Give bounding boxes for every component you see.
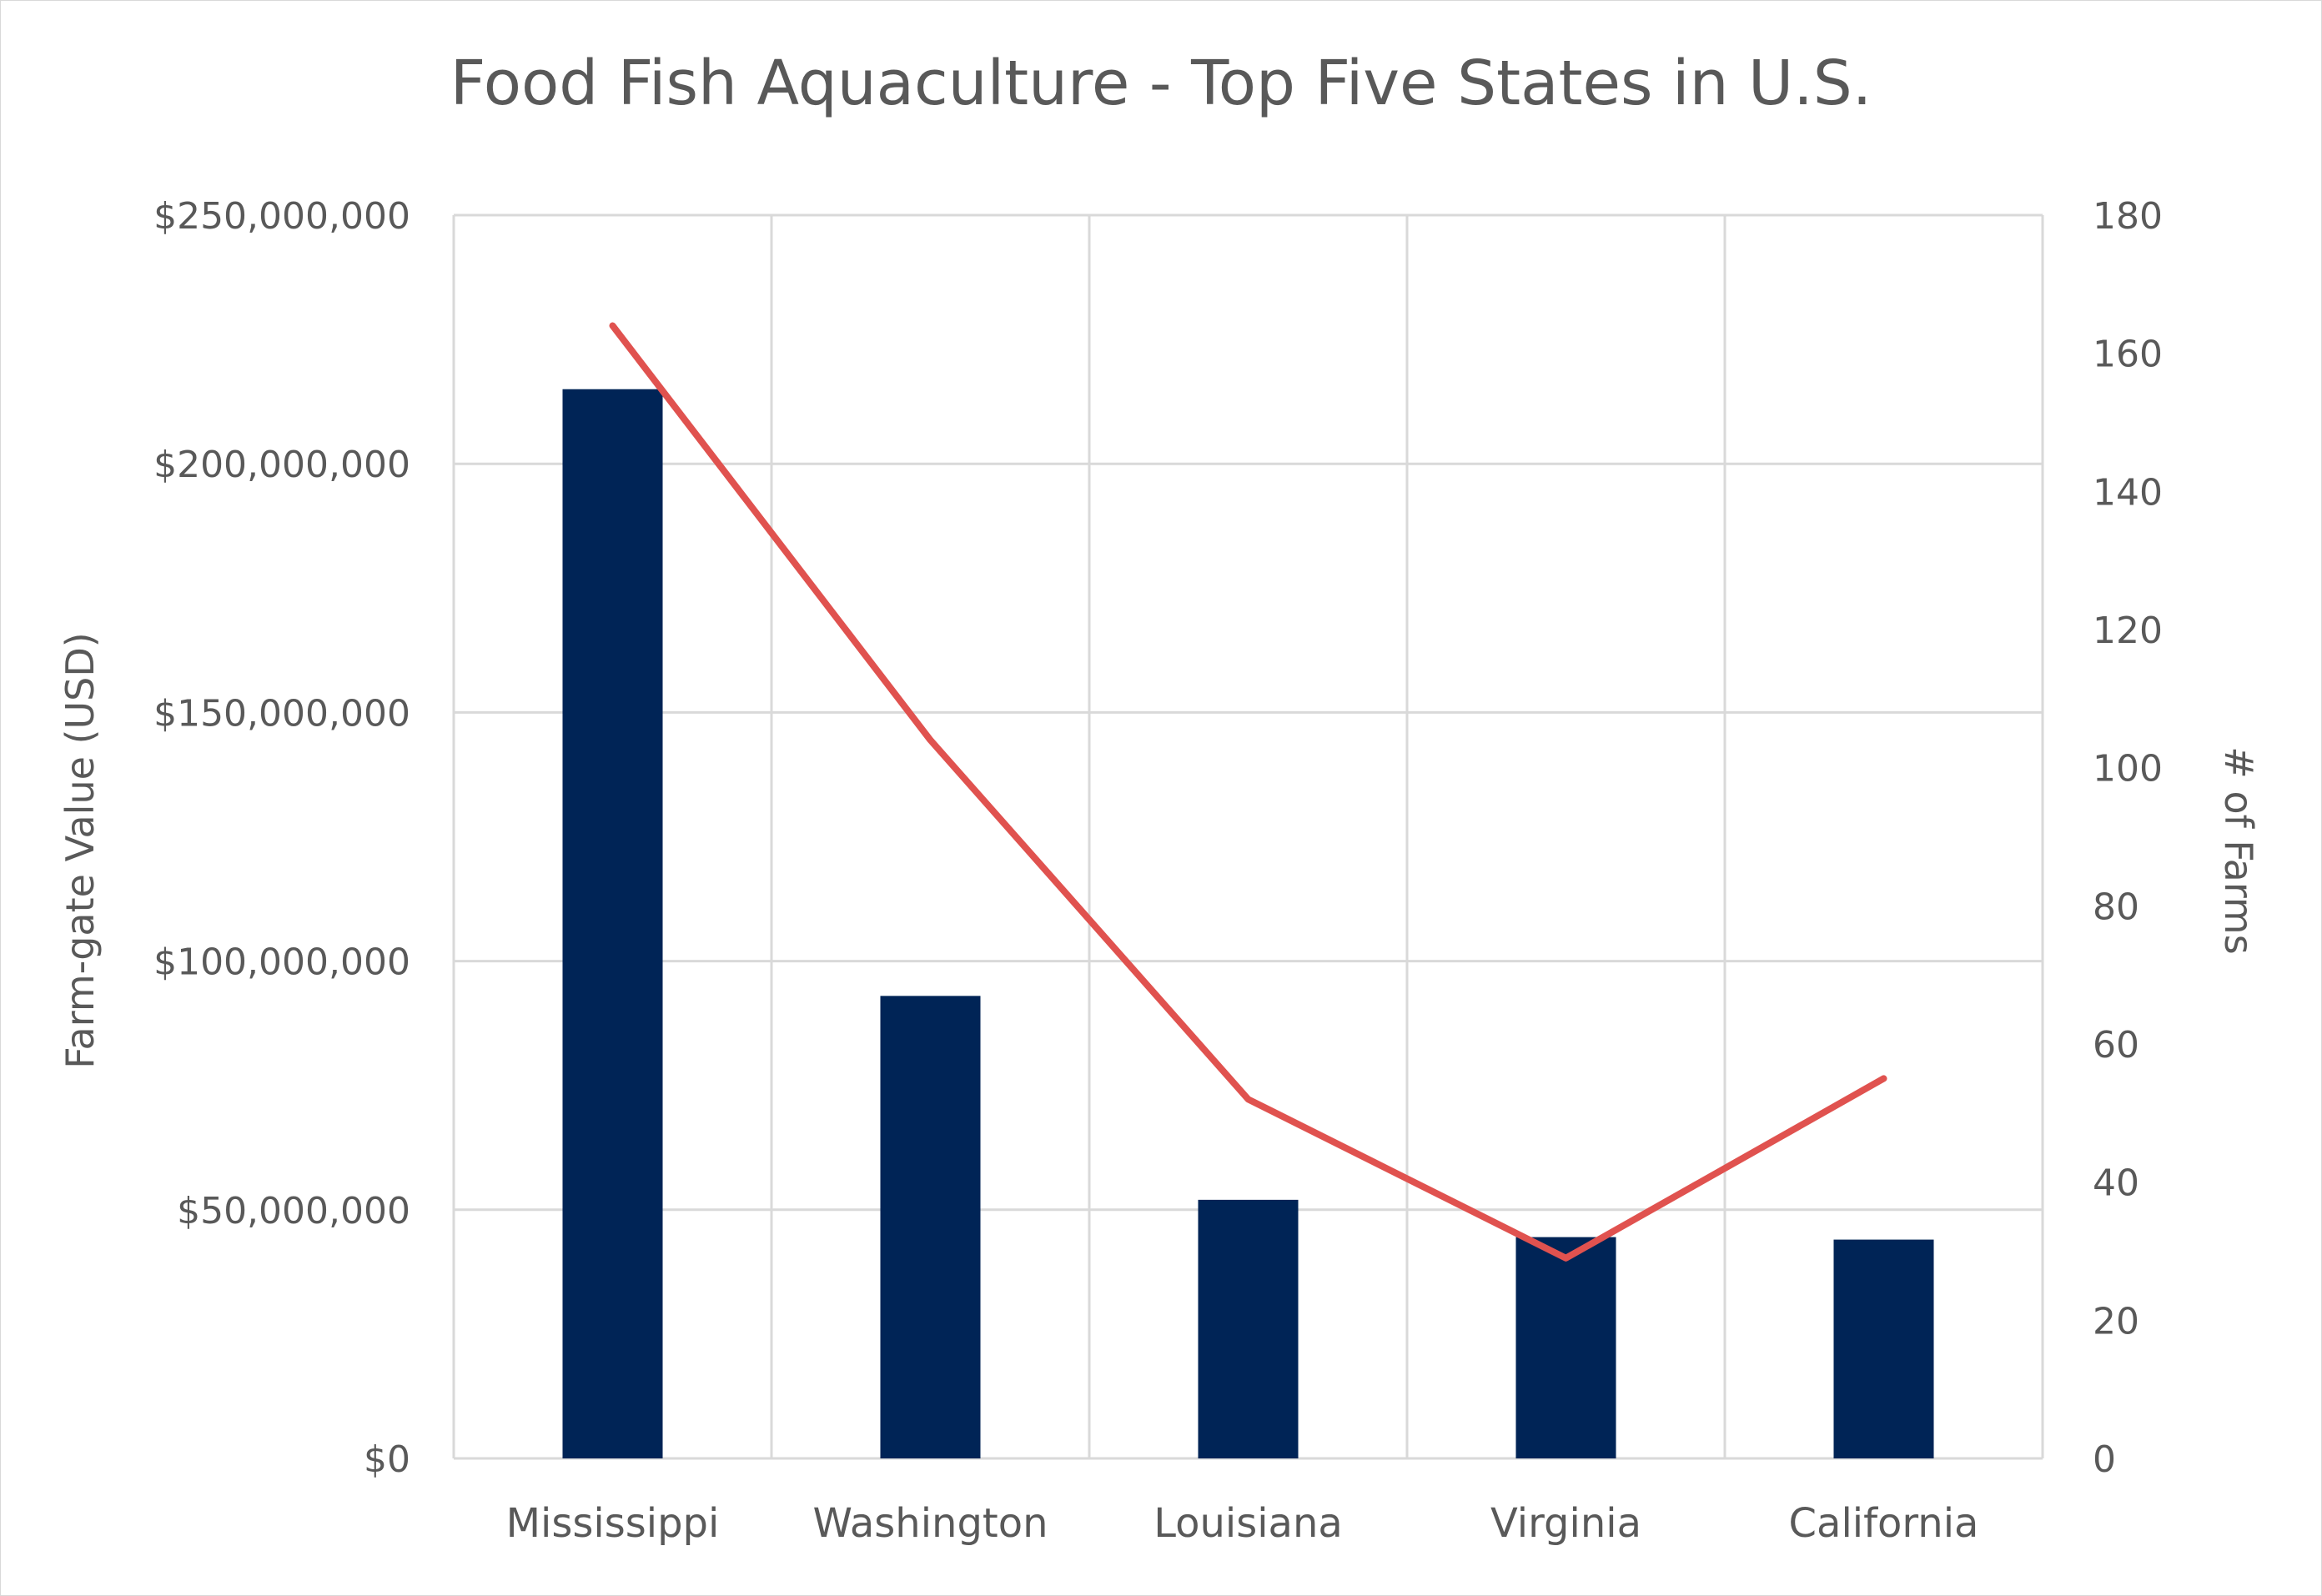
right-tick-label-0: 0 — [2093, 1438, 2116, 1481]
right-tick-label-1: 20 — [2093, 1300, 2139, 1343]
right-axis-title: # of Farms — [2216, 746, 2261, 954]
category-label-mississippi: Mississippi — [506, 1500, 720, 1547]
bar-series — [562, 389, 1934, 1458]
category-label-california: California — [1789, 1500, 1979, 1547]
bar-louisiana — [1198, 1199, 1299, 1458]
category-axis-labels: Mississippi Washington Louisiana Virginia Ca… — [506, 1500, 1979, 1547]
bar-virginia — [1515, 1237, 1616, 1458]
left-tick-label-1: $50,000,000 — [177, 1190, 410, 1232]
left-axis-ticks: $0 $50,000,000 $100,000,000 $150,000,000 $20… — [153, 195, 410, 1481]
left-tick-label-4: $200,000,000 — [153, 444, 410, 486]
category-label-louisiana: Louisiana — [1153, 1500, 1343, 1547]
right-tick-label-5: 100 — [2093, 748, 2163, 790]
right-tick-label-3: 60 — [2093, 1024, 2139, 1067]
category-label-virginia: Virginia — [1490, 1500, 1641, 1547]
chart-title: Food Fish Aquaculture - Top Five States … — [450, 48, 1872, 119]
right-tick-label-2: 40 — [2093, 1162, 2139, 1205]
bar-mississippi — [562, 389, 663, 1458]
bar-washington — [880, 996, 981, 1458]
line-series — [609, 322, 1887, 1262]
right-tick-label-7: 140 — [2093, 471, 2163, 514]
left-axis-title: Farm-gate Value (USD) — [58, 632, 103, 1068]
bar-california — [1833, 1239, 1934, 1458]
gridlines — [452, 213, 2044, 1460]
farms-line — [609, 322, 1887, 1262]
left-tick-label-3: $150,000,000 — [153, 692, 410, 735]
right-tick-label-6: 120 — [2093, 610, 2163, 652]
right-tick-label-4: 80 — [2093, 886, 2139, 928]
left-tick-label-2: $100,000,000 — [153, 941, 410, 984]
right-axis-ticks: 0 20 40 60 80 100 120 140 160 180 — [2093, 195, 2163, 1481]
right-tick-label-8: 160 — [2093, 334, 2163, 376]
category-label-washington: Washington — [812, 1500, 1048, 1547]
right-tick-label-9: 180 — [2093, 195, 2163, 238]
left-tick-label-0: $0 — [364, 1438, 410, 1481]
left-tick-label-5: $250,000,000 — [153, 195, 410, 238]
